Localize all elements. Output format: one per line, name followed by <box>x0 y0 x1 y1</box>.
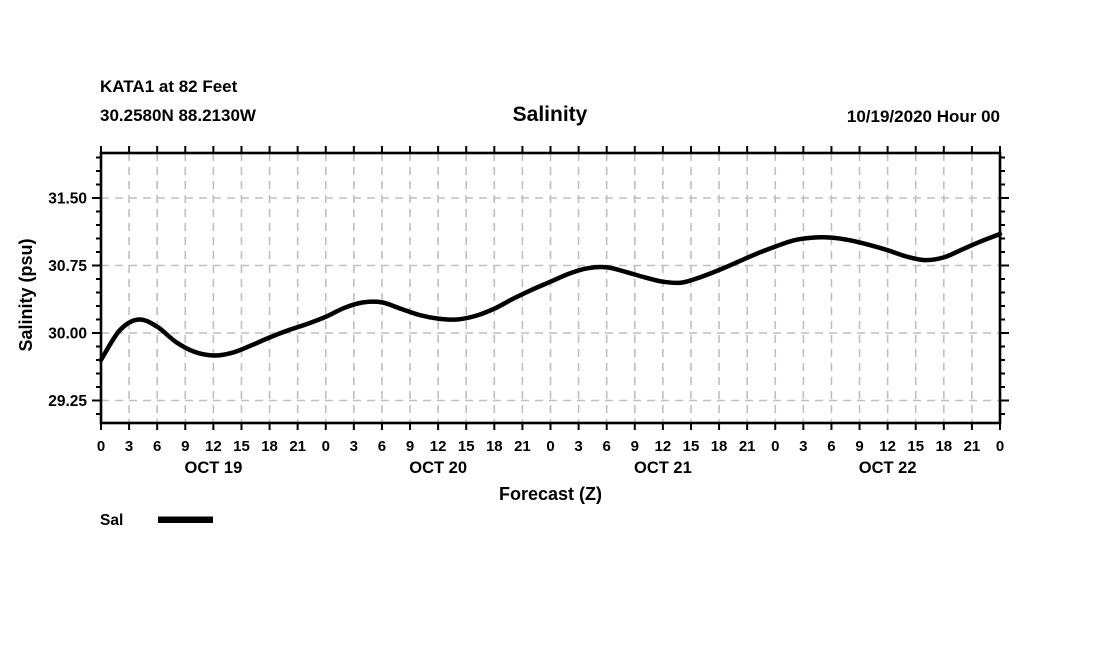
model-run-time: 10/19/2020 Hour 00 <box>846 107 1000 126</box>
x-tick-label: 6 <box>153 438 161 455</box>
x-tick-label: 0 <box>771 438 779 455</box>
station-name: KATA1 at 82 Feet <box>100 77 238 96</box>
x-tick-label: 0 <box>996 438 1004 455</box>
x-tick-labels: 0 3 6 9 12 15 18 21 0 3 6 9 12 15 18 21 0 3 6 9 12 15 18 21 0 3 6 9… <box>97 438 1004 455</box>
legend-line-swatch <box>158 516 213 523</box>
x-tick-label: 12 <box>205 438 222 455</box>
page-title: Salinity <box>512 103 588 126</box>
x-tick-label: 0 <box>97 438 105 455</box>
x-tick-label: 18 <box>486 438 503 455</box>
x-tick-label: 18 <box>711 438 728 455</box>
x-tick-label: 21 <box>289 438 306 455</box>
x-tick-label: 3 <box>799 438 807 455</box>
axis-ticks <box>92 146 1009 430</box>
x-tick-label: 18 <box>935 438 952 455</box>
y-axis-title: Salinity (psu) <box>16 238 36 351</box>
x-tick-label: 0 <box>322 438 330 455</box>
x-tick-label: 21 <box>739 438 756 455</box>
gridlines <box>101 153 1000 423</box>
x-tick-label: 15 <box>683 438 700 455</box>
y-tick-label: 29.25 <box>48 393 87 410</box>
day-label: OCT 21 <box>634 459 692 477</box>
x-tick-label: 6 <box>827 438 835 455</box>
y-tick-label: 30.75 <box>48 258 87 275</box>
x-tick-label: 3 <box>574 438 582 455</box>
day-label: OCT 22 <box>859 459 917 477</box>
x-axis-title: Forecast (Z) <box>499 484 602 504</box>
x-tick-label: 9 <box>181 438 189 455</box>
day-label: OCT 19 <box>184 459 242 477</box>
x-tick-label: 21 <box>514 438 531 455</box>
station-coordinates: 30.2580N 88.2130W <box>100 106 256 125</box>
legend-label: Sal <box>100 512 123 529</box>
x-tick-label: 15 <box>907 438 924 455</box>
y-tick-labels: 29.25 30.00 30.75 31.50 <box>48 191 87 411</box>
x-tick-label: 12 <box>655 438 672 455</box>
x-tick-label: 3 <box>350 438 358 455</box>
x-tick-label: 6 <box>378 438 386 455</box>
x-tick-label: 6 <box>603 438 611 455</box>
x-tick-label: 3 <box>125 438 133 455</box>
x-tick-label: 12 <box>879 438 896 455</box>
y-tick-label: 31.50 <box>48 191 87 208</box>
day-labels: OCT 19 OCT 20 OCT 21 OCT 22 <box>184 459 916 477</box>
x-tick-label: 12 <box>430 438 447 455</box>
day-label: OCT 20 <box>409 459 467 477</box>
x-tick-label: 9 <box>406 438 414 455</box>
salinity-line <box>98 231 1003 363</box>
legend: Sal <box>100 512 213 529</box>
x-tick-label: 15 <box>233 438 250 455</box>
x-tick-label: 15 <box>458 438 475 455</box>
x-tick-label: 21 <box>964 438 981 455</box>
x-tick-label: 9 <box>855 438 863 455</box>
x-tick-label: 0 <box>546 438 554 455</box>
y-tick-label: 30.00 <box>48 326 87 343</box>
x-tick-label: 18 <box>261 438 278 455</box>
x-tick-label: 9 <box>631 438 639 455</box>
